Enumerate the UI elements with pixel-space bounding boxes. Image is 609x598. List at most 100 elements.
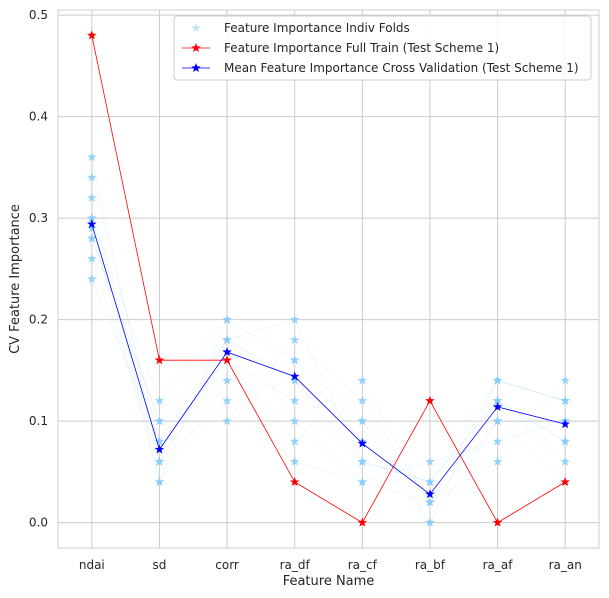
- grid: [58, 10, 599, 548]
- fold-7-point-ndai: [87, 274, 97, 284]
- x-axis-label: Feature Name: [283, 574, 375, 589]
- main-series-group: [87, 30, 570, 527]
- series-1-line: [91, 224, 566, 495]
- fold-9: [87, 213, 570, 507]
- x-tick-sd: sd: [153, 558, 167, 572]
- series-0-point-ra_bf: [425, 395, 435, 405]
- fold-8-point-ra_bf: [425, 517, 435, 527]
- series-0-point-ra_cf: [357, 517, 368, 527]
- fold-8-point-corr: [222, 314, 232, 324]
- fold-7-point-sd: [154, 436, 165, 446]
- fold-10-point-corr: [222, 334, 232, 344]
- fold-line-1: [91, 157, 566, 483]
- legend-entry-1: Feature Importance Full Train (Test Sche…: [182, 41, 499, 55]
- fold-10-point-ra_af: [492, 375, 503, 385]
- fold-line-7: [91, 278, 566, 503]
- x-tick-ra_bf: ra_bf: [415, 558, 446, 572]
- fold-3-point-ndai: [87, 192, 97, 202]
- legend-marker-0: [191, 23, 201, 33]
- fold-9-point-corr: [222, 395, 232, 405]
- fold-7-point-ra_cf: [357, 375, 368, 385]
- fold-9-point-sd: [154, 456, 165, 466]
- fold-6-point-ra_df: [289, 314, 300, 324]
- fold-6-point-ra_an: [560, 436, 570, 446]
- fold-2-point-ndai: [87, 172, 97, 182]
- series-1: [87, 219, 570, 499]
- legend-marker-1: [191, 43, 201, 53]
- legend-marker-2: [191, 63, 201, 73]
- series-0-point-sd: [154, 355, 165, 365]
- series-1-point-corr: [222, 347, 232, 357]
- legend-label-1: Feature Importance Full Train (Test Sche…: [224, 41, 499, 55]
- series-1-point-ra_an: [560, 419, 570, 429]
- fold-1-point-ra_df: [289, 395, 300, 405]
- fold-10-point-ra_cf: [357, 456, 368, 466]
- fold-10-point-sd: [154, 416, 165, 426]
- fold-10: [87, 233, 570, 487]
- fold-line-9: [91, 218, 566, 503]
- legend-label-2: Mean Feature Importance Cross Validation…: [224, 61, 579, 75]
- x-tick-corr: corr: [215, 558, 239, 572]
- series-1-point-ra_cf: [357, 438, 368, 448]
- fold-9-point-ra_an: [560, 456, 570, 466]
- fold-9-point-ra_af: [492, 395, 503, 405]
- series-0-point-ra_an: [560, 477, 570, 487]
- fold-9-point-ra_bf: [425, 497, 435, 507]
- fold-line-3: [91, 197, 566, 524]
- series-1-point-ra_af: [492, 401, 503, 411]
- fold-10-point-ndai: [87, 233, 97, 243]
- fold-8-point-ra_df: [289, 355, 300, 365]
- y-tick-0: 0.0: [29, 516, 48, 530]
- fold-3-point-corr: [222, 375, 232, 385]
- y-axis-label: CV Feature Importance: [8, 204, 23, 354]
- plot-frame: [57, 9, 600, 549]
- fold-5-point-ra_an: [560, 375, 570, 385]
- fold-9-point-ra_df: [289, 456, 300, 466]
- y-tick-2: 0.2: [29, 313, 48, 327]
- legend-entry-2: Mean Feature Importance Cross Validation…: [182, 61, 579, 75]
- fold-4-point-ra_af: [492, 436, 503, 446]
- fold-4-point-ra_bf: [425, 456, 435, 466]
- series-0-point-ra_df: [289, 477, 300, 487]
- series-1-point-sd: [154, 444, 165, 454]
- x-tick-ra_df: ra_df: [280, 558, 311, 572]
- y-tick-3: 0.3: [29, 211, 48, 225]
- series-0-line: [91, 35, 566, 524]
- fold-line-2: [91, 177, 566, 503]
- x-tick-ra_cf: ra_cf: [348, 558, 378, 572]
- fold-4-point-ra_df: [289, 416, 300, 426]
- y-tick-4: 0.4: [29, 110, 48, 124]
- fold-5-point-corr: [222, 416, 232, 426]
- fold-9-point-ndai: [87, 213, 97, 223]
- legend-label-0: Feature Importance Indiv Folds: [224, 21, 410, 35]
- series-0-point-ra_af: [492, 517, 503, 527]
- fold-line-10: [91, 238, 566, 483]
- series-0-point-corr: [222, 355, 232, 365]
- x-tick-ra_af: ra_af: [483, 558, 514, 572]
- fold-8-point-ndai: [87, 223, 97, 233]
- fold-10-point-ra_df: [289, 375, 300, 385]
- fold-line-4: [91, 218, 566, 483]
- legend-entry-0: Feature Importance Indiv Folds: [191, 21, 410, 35]
- series-0-point-ndai: [87, 30, 97, 40]
- y-tick-1: 0.1: [29, 414, 48, 428]
- fold-1-point-ndai: [87, 152, 97, 162]
- fold-line-6: [91, 258, 566, 483]
- fold-5-point-ra_af: [492, 456, 503, 466]
- series-1-point-ra_df: [289, 371, 300, 381]
- fold-9-point-ra_cf: [357, 477, 368, 487]
- fold-10-point-ra_bf: [425, 477, 435, 487]
- legend: Feature Importance Indiv Folds Feature Im…: [173, 15, 592, 81]
- fold-5-point-ra_cf: [357, 395, 368, 405]
- x-tick-labels: ndai sd corr ra_df ra_cf ra_bf ra_af ra_an: [79, 558, 582, 572]
- x-tick-ra_an: ra_an: [549, 558, 582, 572]
- fold-6-point-ndai: [87, 253, 97, 263]
- fold-8-point-ra_af: [492, 416, 503, 426]
- y-tick-5: 0.5: [29, 8, 48, 22]
- fold-7-point-ra_df: [289, 436, 300, 446]
- fold-10-point-ra_an: [560, 395, 570, 405]
- fold-line-5: [91, 238, 566, 503]
- fold-line-8: [91, 228, 566, 524]
- fold-8-point-sd: [154, 477, 165, 487]
